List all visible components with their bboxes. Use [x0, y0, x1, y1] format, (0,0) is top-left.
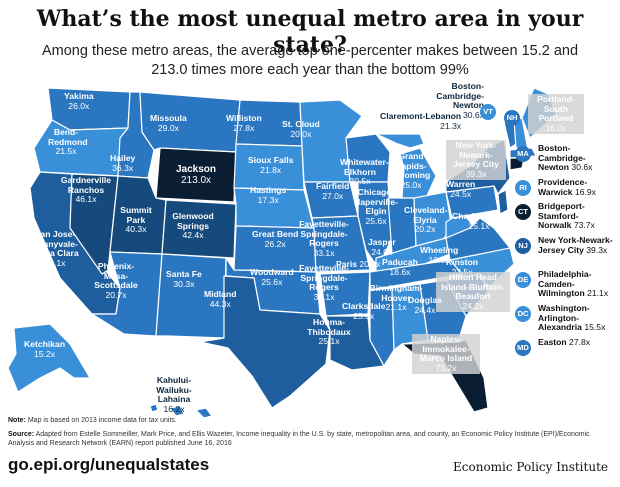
footnote: Note: Map is based on 2013 income data f…: [8, 417, 177, 424]
metro-wheeling: Wheeling 19.5x: [420, 245, 459, 265]
legend-md: MD Easton 27.8x: [515, 337, 615, 358]
metro-missoula: Missoula 29.0x: [150, 113, 187, 133]
state-wy: [155, 147, 237, 203]
metro-santa-fe: Santa Fe 30.3x: [166, 269, 202, 289]
metro-clarksdale: Clarksdale 25.6x: [342, 301, 386, 321]
legend-dc: DC Washington-Arlington-Alexandria 15.5x: [515, 303, 615, 338]
state-nm: [155, 253, 227, 339]
metro-boston-callout: Boston-Cambridge-Newton 30.6x: [436, 81, 484, 120]
state-mo: [311, 215, 371, 273]
metro-chicago: Chicago-Naperville-Elgin 25.6x: [354, 187, 398, 226]
map-shapes: [7, 87, 557, 418]
metro-glenwood-springs: Glenwood Springs 42.4x: [172, 211, 214, 241]
state-nv: [69, 173, 119, 275]
metro-grand-rapids-wyoming: Grand Rapids-Wyoming 25.0x: [391, 151, 431, 190]
organization-name: Economic Policy Institute: [453, 460, 608, 474]
metro-portland: Portland-South Portland 16.0x: [528, 94, 584, 135]
metro-jackson: Jackson 213.0x: [176, 164, 217, 186]
state-ak: [7, 323, 91, 393]
source-citation: Source: Adapted from Estelle Sommeiller,…: [8, 431, 590, 447]
metro-ketchikan: Ketchikan 15.2x: [24, 339, 66, 359]
us-map: Yakima 26.0x Missoula 29.0x Williston 27.8x…: [0, 78, 620, 418]
metro-new-york: New York-Newark-Jersey City 39.3x: [446, 140, 506, 181]
metro-whitewater-elkhorn: Whitewater-Elkhorn 30.5x: [340, 157, 389, 187]
metro-sioux-falls: Sioux Falls 21.8x: [248, 155, 294, 175]
metro-claremont-lebanon: Claremont-Lebanon 21.3x: [380, 111, 462, 131]
metro-yakima: Yakima 26.0x: [64, 91, 94, 111]
page-title: What’s the most unequal metro area in yo…: [36, 6, 584, 58]
metro-fayetteville-2: Fayetteville-Springdale-Rogers 33.1x: [299, 263, 349, 302]
metro-kinston: Kinston23.5x: [446, 257, 478, 276]
state-ar: [319, 271, 371, 317]
state-hi: [149, 403, 213, 418]
metro-summit-park: Summit Park 40.3x: [120, 205, 152, 235]
metro-st-cloud: St. Cloud 20.0x: [282, 119, 320, 139]
state-nj: [497, 189, 509, 215]
metro-fayetteville-1: Fayetteville-Springdale-Rogers 33.1x: [299, 219, 349, 258]
badge-nh: NH: [504, 108, 520, 128]
metro-great-bend: Great Bend 26.2x: [252, 229, 299, 249]
metro-houma-thibodaux: Houma-Thibodaux 25.1x: [307, 317, 351, 347]
legend-ct: CT Bridgeport-Stamford-Norwalk 73.7x: [515, 201, 615, 236]
metro-birmingham-hoover: Birmingham-Hoover 21.1x: [369, 283, 423, 313]
metro-jasper: Jasper 24.0x: [368, 237, 396, 257]
legend-nj: NJ New York-Newark-Jersey City 39.3x: [515, 235, 615, 270]
metro-woodward: Woodward 25.6x: [250, 267, 294, 287]
metro-kahului: Kahului-Wailuku-Lahaina 16.2x: [156, 375, 192, 414]
metro-charlottesville: Charlottesville 25.1x: [452, 211, 512, 231]
metro-hilton-head: Hilton Head Island-Bluffton-Beaufort 24.2…: [436, 272, 510, 313]
state-la: [325, 315, 385, 371]
metro-williston: Williston 27.8x: [226, 113, 262, 133]
metro-paducah: Paducah 18.6x: [382, 257, 418, 277]
page-subtitle: Among these metro areas, the average top…: [41, 43, 579, 78]
legend-ri: RI Providence-Warwick 16.9x: [515, 177, 615, 202]
source-url[interactable]: go.epi.org/unequalstates: [8, 455, 210, 474]
metro-midland: Midland 44.3x: [204, 289, 237, 309]
legend-de: DE Philadelphia-Camden-Wilmington 21.1x: [515, 269, 615, 304]
metro-hastings: Hastings 17.3x: [250, 185, 287, 205]
metro-warren: Warren 24.5x: [446, 179, 476, 199]
metro-douglas: Douglas 24.4x: [408, 295, 442, 315]
metro-fairfield: Fairfield 27.0x: [316, 181, 350, 201]
metro-cleveland-elyria: Cleveland-Elyria 20.2x: [404, 205, 448, 235]
metro-naples: Naples-Immokalee-Marco Island 73.2x: [412, 334, 480, 375]
state-ms: [369, 287, 395, 367]
metro-san-jose: San Jose-Sunnyvale-Santa Clara 32.1x: [31, 229, 79, 268]
state-tx: [199, 275, 331, 409]
badge-vt: VT: [480, 102, 496, 122]
metro-gardnerville-ranchos: Gardnerville Ranchos 46.1x: [60, 175, 112, 205]
metro-hailey: Hailey 36.3x: [110, 153, 136, 173]
metro-paris: Paris 20.8x: [336, 259, 381, 269]
legend-ma: MA Boston-Cambridge-Newton 30.6x: [515, 143, 615, 178]
metro-phoenix: Phoenix-Mesa-Scottsdale 20.7x: [94, 261, 138, 300]
metro-bend-redmond: Bend-Redmond 21.5x: [48, 127, 88, 157]
state-wi: [345, 133, 391, 183]
